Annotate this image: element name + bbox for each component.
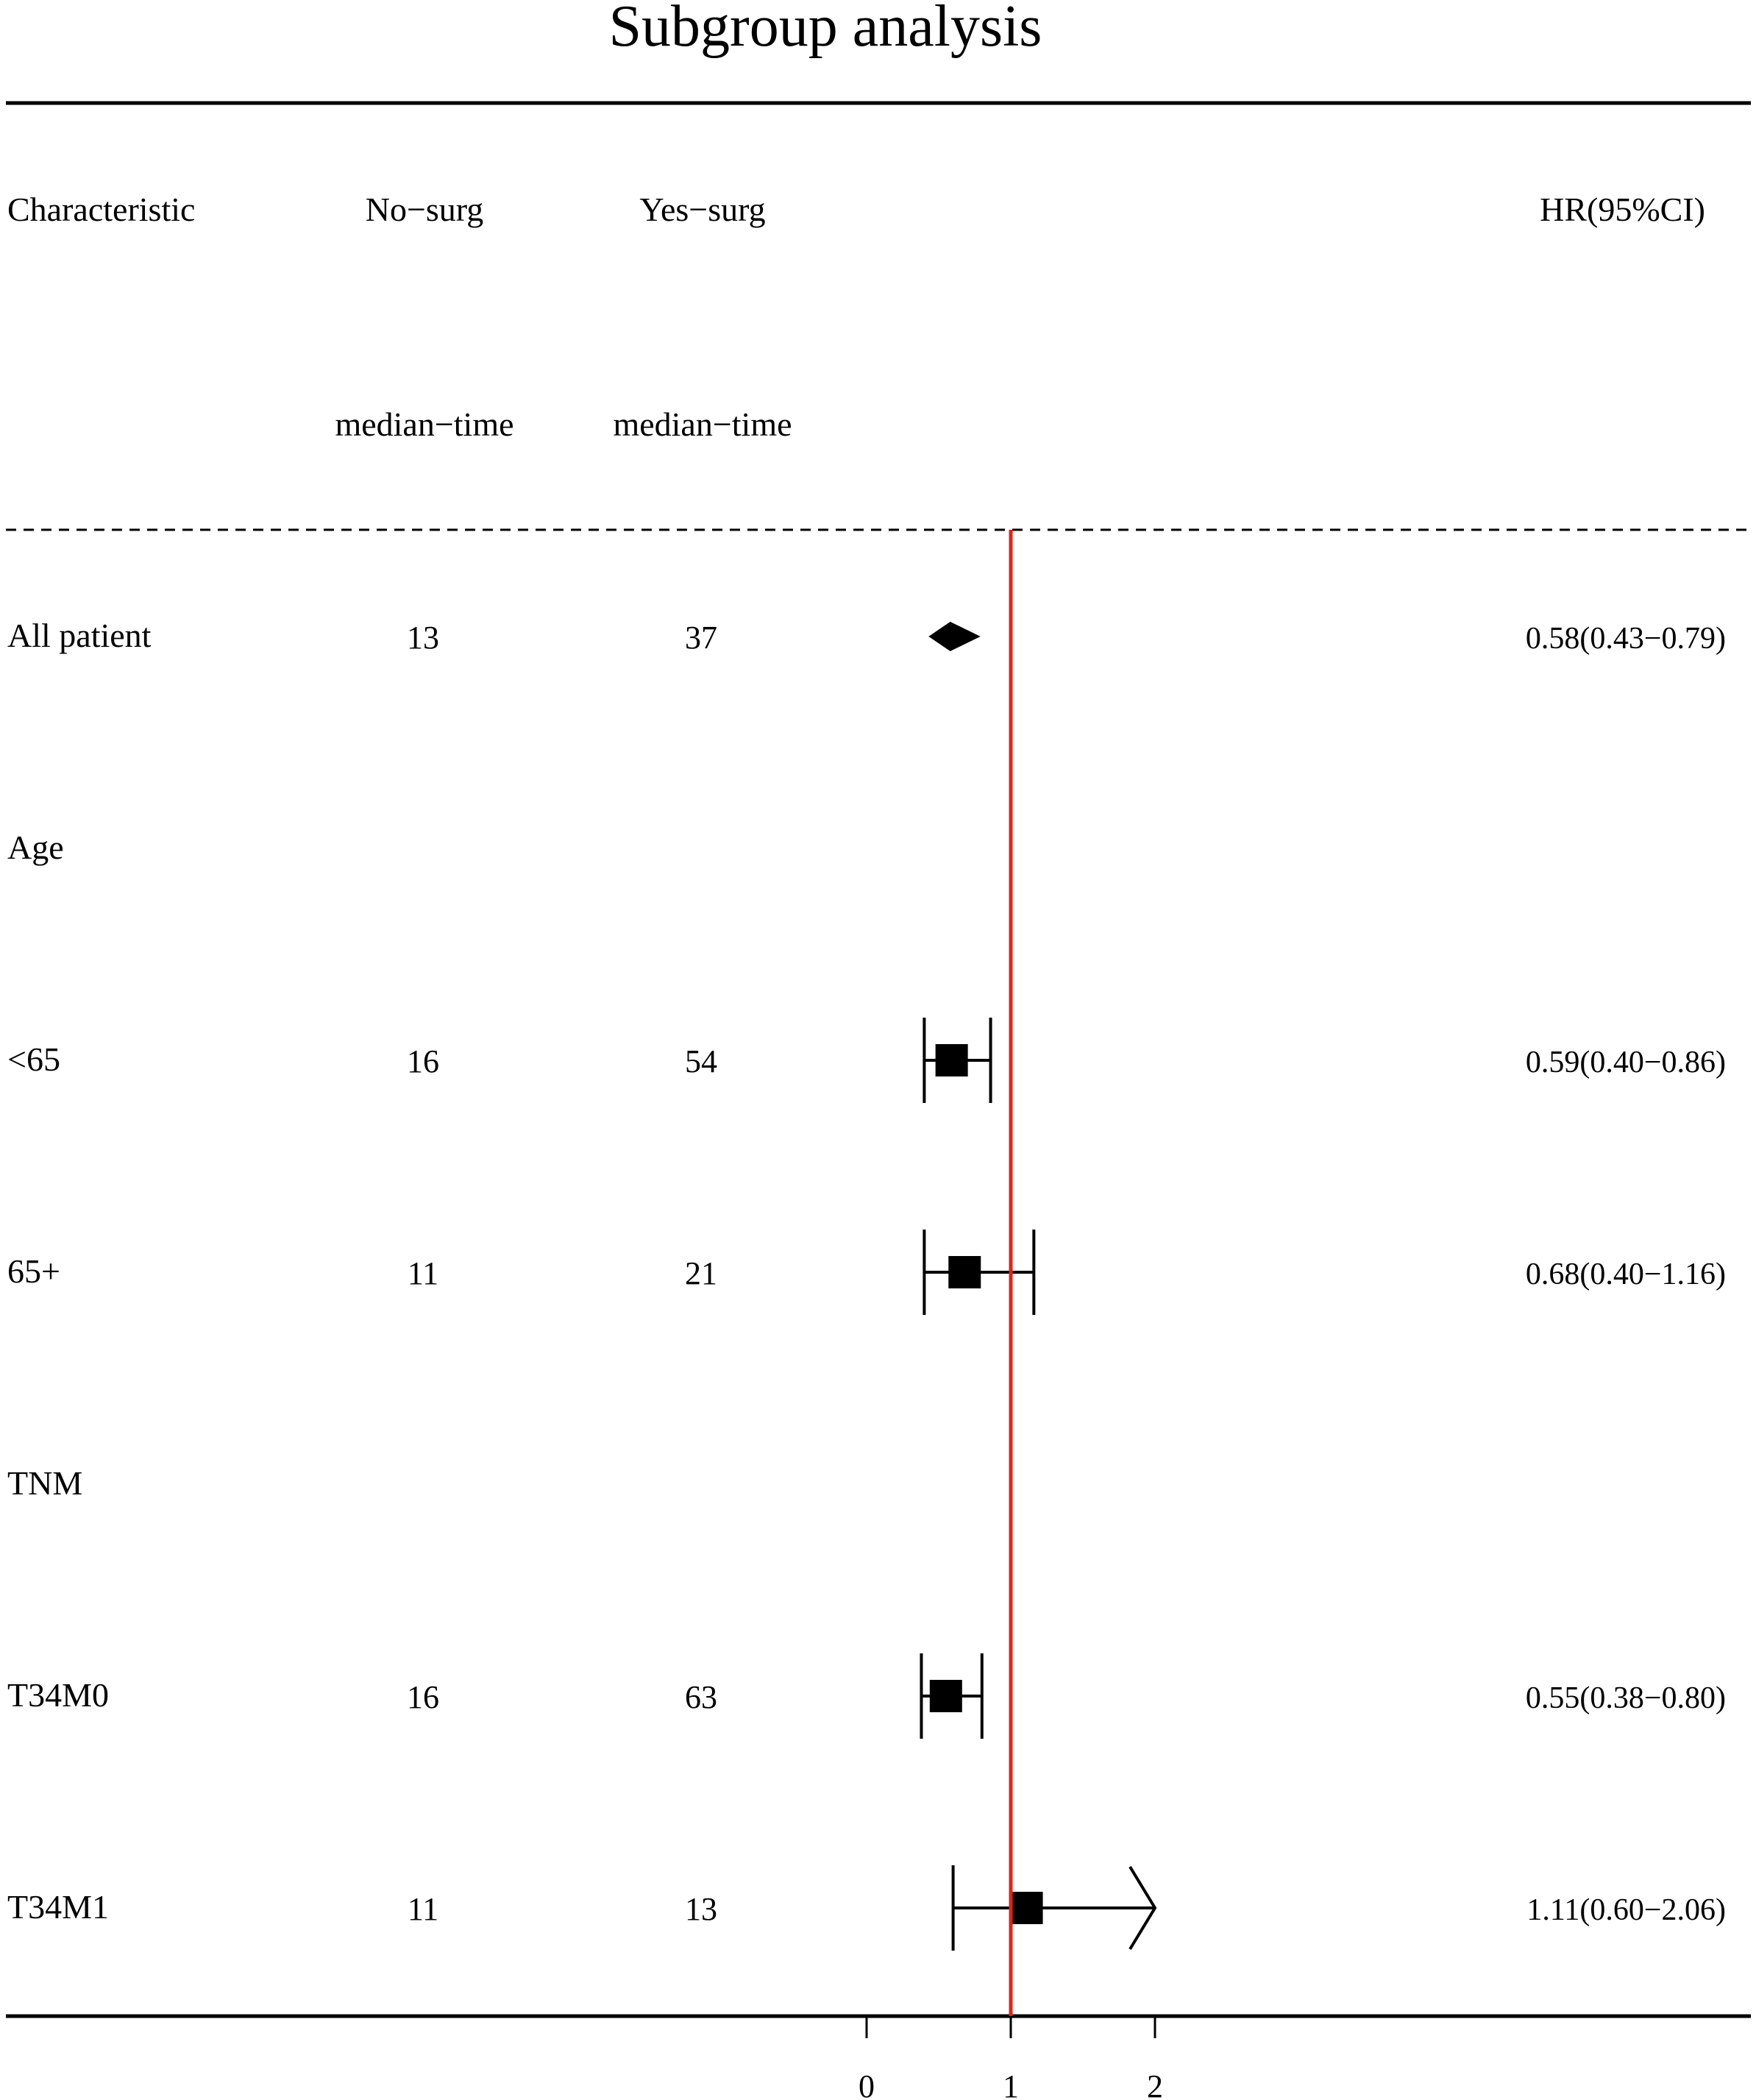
ci-arrow [1128, 1865, 1157, 1951]
row-label: T34M0 [7, 1676, 109, 1714]
row-yes-surg-value: 21 [685, 1255, 717, 1291]
header-no-surg-sub: median−time [335, 405, 513, 443]
row-hr-ci-value: 0.55(0.38−0.80) [1526, 1681, 1726, 1715]
row-no-surg-value: 13 [407, 620, 439, 656]
row-label: All patient [7, 617, 152, 654]
row-no-surg-value: 16 [407, 1679, 439, 1715]
row-label: <65 [7, 1040, 60, 1078]
row-hr-ci-value: 0.68(0.40−1.16) [1526, 1257, 1726, 1291]
estimate-square [935, 1044, 968, 1076]
row-no-surg-value: 16 [407, 1043, 439, 1079]
chart-title: Subgroup analysis [609, 0, 1042, 59]
header-yes-surg: Yes−surg [639, 191, 765, 228]
row-no-surg-value: 11 [408, 1891, 438, 1927]
row-label: Age [7, 829, 64, 866]
header-no-surg: No−surg [366, 191, 484, 228]
row-yes-surg-value: 13 [685, 1891, 717, 1927]
header-yes-surg-sub: median−time [613, 405, 792, 443]
row-label: 65+ [7, 1252, 60, 1290]
header-hr: HR(95%CI) [1540, 191, 1705, 228]
x-tick-label: 2 [1147, 2068, 1163, 2100]
table-row: TNM [7, 1464, 82, 1502]
estimate-square [948, 1256, 981, 1288]
header-characteristic: Characteristic [7, 191, 195, 228]
table-row: 65+ 11 21 0.68(0.40−1.16) [7, 1230, 1726, 1315]
table-row: Age [7, 829, 64, 866]
row-hr-ci-value: 1.11(0.60−2.06) [1526, 1893, 1726, 1927]
table-row: T34M0 16 63 0.55(0.38−0.80) [7, 1653, 1726, 1739]
table-row: All patient 13 37 0.58(0.43−0.79) [7, 617, 1726, 656]
row-yes-surg-value: 54 [685, 1043, 717, 1079]
estimate-square [929, 1680, 962, 1712]
estimate-diamond [928, 622, 981, 651]
estimate-square [1010, 1892, 1043, 1924]
row-no-surg-value: 11 [408, 1255, 438, 1291]
row-label: T34M1 [7, 1888, 109, 1926]
row-yes-surg-value: 37 [685, 620, 717, 656]
table-row: <65 16 54 0.59(0.40−0.86) [7, 1018, 1726, 1103]
x-tick-label: 0 [859, 2068, 875, 2100]
row-label: TNM [7, 1464, 82, 1502]
table-row: T34M1 11 13 1.11(0.60−2.06) [7, 1865, 1726, 1951]
row-yes-surg-value: 63 [685, 1679, 717, 1715]
x-tick-label: 1 [1003, 2068, 1019, 2100]
row-hr-ci-value: 0.59(0.40−0.86) [1526, 1046, 1726, 1079]
row-hr-ci-value: 0.58(0.43−0.79) [1526, 622, 1726, 656]
